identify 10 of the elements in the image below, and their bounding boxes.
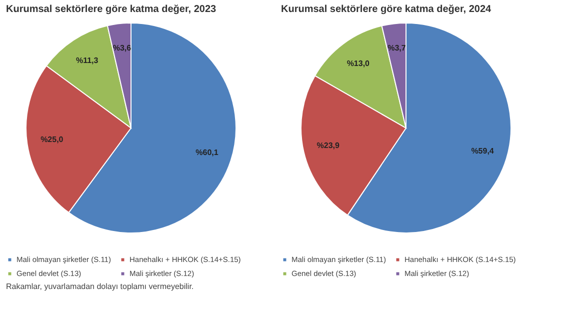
- chart-title: Kurumsal sektörlere göre katma değer, 2023: [6, 4, 217, 15]
- data-label: %59,4: [471, 146, 494, 156]
- data-label: %60,1: [196, 148, 219, 157]
- data-label: %3,7: [388, 44, 406, 53]
- chart-title: Kurumsal sektörlere göre katma değer, 2024: [281, 4, 492, 15]
- data-label: %13,0: [346, 58, 370, 68]
- data-label: %11,3: [76, 56, 99, 66]
- data-label: %23,9: [316, 141, 340, 150]
- data-label: %25,0: [40, 135, 64, 144]
- text: Rakamlar, yuvarlamadan dolayı toplamı vermeyebilir.: [6, 282, 194, 291]
